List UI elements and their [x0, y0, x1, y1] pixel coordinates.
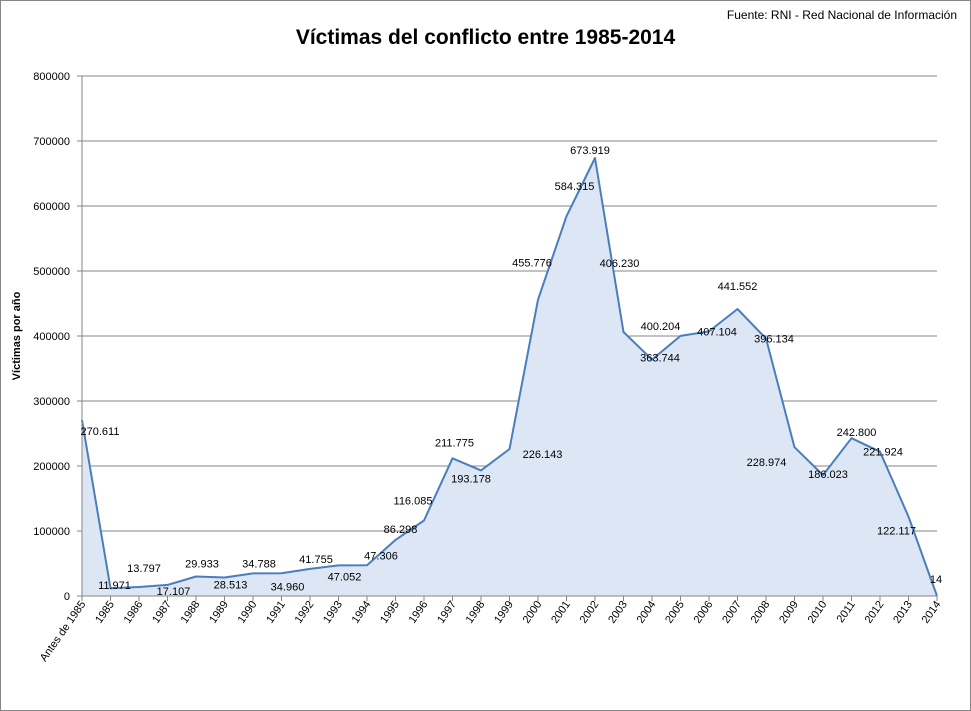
data-label: 29.933	[185, 559, 219, 571]
y-tick-label: 700000	[33, 136, 70, 148]
data-labels: 270.611 11.971 13.797 17.107 29.933 28.513 34.…	[81, 145, 943, 598]
data-label: 13.797	[127, 563, 161, 575]
data-label: 673.919	[570, 145, 610, 157]
x-tick-label: 2001	[549, 599, 573, 626]
data-label: 86.298	[384, 524, 418, 536]
x-tick-label: 2004	[635, 599, 659, 626]
x-tick-label: 1992	[293, 599, 317, 626]
data-label: 116.085	[394, 496, 433, 508]
source-note: Fuente: RNI - Red Nacional de Informació…	[726, 8, 957, 22]
x-tick-label: 2002	[578, 599, 602, 626]
data-label: 14	[930, 574, 942, 586]
x-tick-label: 2009	[777, 599, 801, 626]
x-tick-label: 1989	[207, 599, 231, 626]
y-tick-label: 400000	[33, 331, 70, 343]
y-axis-label: Víctimas por año	[11, 291, 23, 380]
x-tick-label: 2013	[891, 599, 915, 626]
x-tick-label: 1991	[264, 599, 288, 626]
series-line	[81, 157, 938, 597]
y-tick-label: 0	[64, 591, 70, 603]
x-tick-label: 1998	[464, 599, 488, 626]
x-tick-label: 2003	[606, 599, 630, 626]
data-label: 242.800	[837, 427, 877, 439]
data-label: 17.107	[157, 586, 191, 598]
data-label: 455.776	[512, 258, 552, 270]
data-label: 400.204	[641, 321, 681, 333]
x-tick-label: 1987	[150, 599, 174, 626]
x-tick-labels: Antes de 1985 1985 1986 1987 1988 1989 1990 199…	[38, 599, 944, 664]
x-tick-label: 1999	[492, 599, 516, 626]
x-tick-label: 2011	[835, 599, 858, 625]
data-label: 584.315	[555, 181, 595, 193]
x-tick-label: 2012	[863, 599, 887, 626]
x-tick-label: 2005	[663, 599, 687, 626]
data-label: 211.775	[435, 437, 474, 449]
data-label: 34.960	[271, 581, 305, 593]
x-tick-label: 1996	[407, 599, 431, 626]
y-tick-label: 100000	[33, 526, 70, 538]
data-label: 441.552	[718, 281, 758, 293]
chart-title: Víctimas del conflicto entre 1985-2014	[295, 26, 676, 49]
x-tick-label: 2014	[920, 599, 944, 626]
axes	[77, 75, 938, 601]
x-tick-label: 1986	[122, 599, 146, 626]
y-tick-label: 500000	[33, 266, 70, 278]
data-label: 122.117	[877, 526, 916, 538]
data-label: 270.611	[81, 426, 120, 438]
x-tick-label: 1994	[350, 599, 374, 626]
y-tick-label: 200000	[33, 461, 70, 473]
data-label: 226.143	[523, 449, 563, 461]
data-label: 41.755	[299, 554, 333, 566]
data-label: 228.974	[747, 457, 787, 469]
x-tick-label: 1995	[378, 599, 402, 626]
data-label: 11.971	[98, 580, 131, 592]
data-label: 407.104	[697, 326, 737, 338]
y-tick-labels: 0 100000 200000 300000 400000 500000 600000 700…	[33, 71, 70, 603]
x-tick-label: 2006	[692, 599, 716, 626]
area-fill	[82, 158, 937, 596]
x-tick-label: 1988	[179, 599, 203, 626]
data-label: 221.924	[863, 447, 903, 459]
data-label: 193.178	[451, 473, 491, 485]
x-tick-label: 1990	[236, 599, 260, 626]
x-tick-label: 2008	[749, 599, 773, 626]
y-tick-label: 300000	[33, 396, 70, 408]
x-tick-label: 1997	[435, 599, 459, 626]
y-tick-label: 800000	[33, 71, 70, 83]
data-label: 396.134	[754, 334, 794, 346]
x-tick-label: Antes de 1985	[38, 599, 89, 664]
data-label: 363.744	[640, 353, 680, 365]
x-tick-label: 2000	[521, 599, 545, 626]
x-tick-label: 2010	[806, 599, 830, 626]
data-label: 47.052	[328, 571, 362, 583]
x-tick-label: 2007	[720, 599, 744, 626]
x-tick-label: 1993	[321, 599, 345, 626]
data-label: 186.023	[808, 469, 848, 481]
series-area	[81, 157, 938, 597]
data-label: 28.513	[214, 579, 248, 591]
data-label: 406.230	[600, 258, 640, 270]
data-label: 47.306	[364, 550, 398, 562]
data-label: 34.788	[242, 558, 276, 570]
x-tick-label: 1985	[93, 599, 117, 626]
y-tick-label: 600000	[33, 201, 70, 213]
